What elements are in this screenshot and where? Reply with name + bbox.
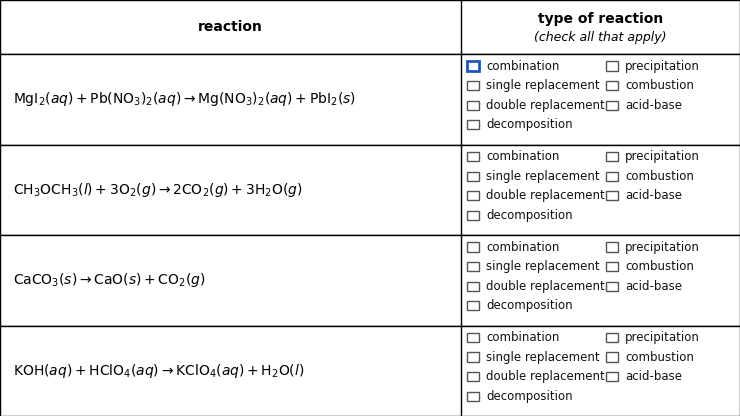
Bar [467,120,479,129]
Bar [606,243,618,252]
Bar [467,352,479,362]
Bar [467,301,479,310]
Bar [0,54,740,144]
Bar [467,152,479,161]
Bar [0,144,740,235]
Bar [0,325,740,416]
Text: precipitation: precipitation [625,150,700,163]
Text: decomposition: decomposition [486,390,573,403]
Bar [467,243,479,252]
Text: combustion: combustion [625,260,694,273]
Text: $\mathregular{MgI}_2(aq) + \mathregular{Pb(NO}_3)_2(aq) \rightarrow \mathregular: $\mathregular{MgI}_2(aq) + \mathregular{… [13,90,357,108]
Bar [467,62,479,71]
Text: double replacement: double replacement [486,189,605,202]
Text: single replacement: single replacement [486,79,600,92]
Bar [606,191,618,200]
Text: combustion: combustion [625,170,694,183]
Text: precipitation: precipitation [625,331,700,344]
Bar [606,62,618,71]
Text: type of reaction: type of reaction [538,12,663,26]
Bar [467,333,479,342]
Bar [606,282,618,291]
Text: decomposition: decomposition [486,118,573,131]
Text: decomposition: decomposition [486,209,573,222]
Bar [0,235,740,325]
Text: double replacement: double replacement [486,99,605,111]
Text: acid-base: acid-base [625,280,682,292]
Text: combination: combination [486,331,559,344]
Text: precipitation: precipitation [625,59,700,72]
Bar [606,152,618,161]
Text: $\mathregular{CH}_3\mathregular{OCH}_3(l) + 3\mathregular{O}_2(g) \rightarrow 2\: $\mathregular{CH}_3\mathregular{OCH}_3(l… [13,181,303,199]
Text: single replacement: single replacement [486,170,600,183]
Text: combination: combination [486,59,559,72]
Bar [467,210,479,220]
Text: decomposition: decomposition [486,299,573,312]
Bar [467,191,479,200]
Bar [467,81,479,90]
Bar [467,391,479,401]
Text: $\mathregular{CaCO}_3(s) \rightarrow \mathregular{CaO}(s) + \mathregular{CO}_2(g: $\mathregular{CaCO}_3(s) \rightarrow \ma… [13,271,206,289]
Text: double replacement: double replacement [486,370,605,383]
Bar [0,0,740,54]
Bar [606,171,618,181]
Bar [606,333,618,342]
Text: combustion: combustion [625,351,694,364]
Bar [467,171,479,181]
Bar [467,282,479,291]
Text: single replacement: single replacement [486,260,600,273]
Text: acid-base: acid-base [625,370,682,383]
Text: reaction: reaction [198,20,263,34]
Bar [606,372,618,381]
Text: acid-base: acid-base [625,189,682,202]
Bar [467,372,479,381]
Text: double replacement: double replacement [486,280,605,292]
Text: combination: combination [486,150,559,163]
Text: combustion: combustion [625,79,694,92]
Text: precipitation: precipitation [625,240,700,253]
Bar [467,262,479,271]
Bar [606,101,618,110]
Text: (check all that apply): (check all that apply) [534,30,667,44]
Text: combination: combination [486,240,559,253]
Text: $\mathregular{KOH}(aq) + \mathregular{HClO}_4(aq) \rightarrow \mathregular{KClO}: $\mathregular{KOH}(aq) + \mathregular{HC… [13,362,305,380]
Bar [606,81,618,90]
Bar [606,262,618,271]
Bar [606,352,618,362]
Text: acid-base: acid-base [625,99,682,111]
Bar [467,101,479,110]
Text: single replacement: single replacement [486,351,600,364]
